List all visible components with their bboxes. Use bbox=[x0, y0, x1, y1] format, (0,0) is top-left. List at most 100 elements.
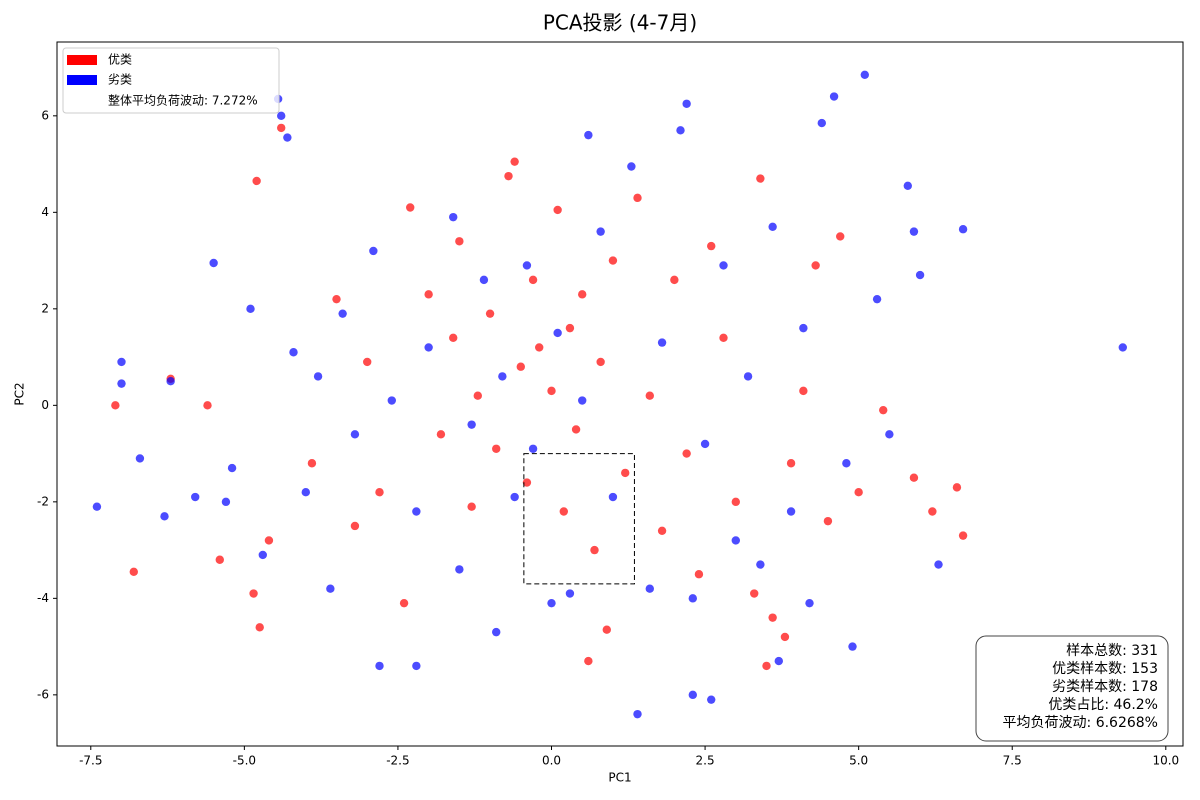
point bbox=[743, 372, 753, 381]
point bbox=[117, 379, 126, 388]
legend-note: 整体平均负荷波动: 7.272% bbox=[108, 93, 258, 108]
point bbox=[246, 304, 255, 314]
point bbox=[455, 237, 464, 246]
legend-box bbox=[62, 47, 280, 114]
point bbox=[111, 401, 120, 410]
highlight-box bbox=[523, 453, 635, 585]
point bbox=[135, 454, 145, 463]
point bbox=[209, 258, 218, 268]
point bbox=[467, 420, 476, 429]
stats-line: 劣类样本数: 178 bbox=[1052, 679, 1158, 695]
point bbox=[768, 613, 777, 622]
point bbox=[958, 531, 968, 540]
x-tick-label: 7.5 bbox=[1003, 754, 1022, 768]
point bbox=[467, 502, 476, 511]
point bbox=[117, 357, 126, 367]
point bbox=[166, 377, 175, 386]
point bbox=[399, 598, 409, 608]
point bbox=[129, 567, 138, 577]
point bbox=[249, 589, 258, 598]
point bbox=[608, 492, 618, 502]
point bbox=[928, 507, 937, 516]
point bbox=[424, 290, 433, 299]
point bbox=[522, 261, 532, 270]
x-tick-label: -2.5 bbox=[386, 754, 409, 768]
point bbox=[596, 227, 605, 236]
point bbox=[682, 99, 691, 108]
point bbox=[848, 642, 857, 651]
point bbox=[528, 275, 538, 285]
point bbox=[670, 275, 679, 285]
point bbox=[688, 594, 697, 603]
point bbox=[565, 323, 575, 333]
point bbox=[694, 570, 704, 579]
point bbox=[522, 478, 532, 487]
point bbox=[191, 492, 200, 502]
x-axis-label: PC1 bbox=[608, 771, 631, 785]
point bbox=[780, 632, 790, 642]
x-tick-label: 5.0 bbox=[849, 754, 868, 768]
point bbox=[578, 290, 587, 299]
point bbox=[842, 459, 851, 468]
point bbox=[1118, 343, 1127, 352]
legend-swatch bbox=[67, 55, 97, 65]
point bbox=[255, 623, 264, 632]
point bbox=[885, 430, 894, 439]
point bbox=[633, 709, 642, 719]
stats-line: 优类占比: 46.2% bbox=[1048, 697, 1158, 713]
x-tick-label: -5.0 bbox=[233, 754, 256, 768]
point bbox=[584, 130, 593, 140]
point bbox=[879, 405, 888, 415]
point bbox=[289, 348, 298, 357]
point bbox=[258, 550, 267, 560]
plot-frame bbox=[56, 41, 1184, 747]
point bbox=[774, 656, 783, 666]
point bbox=[952, 483, 962, 492]
y-tick-label: 6 bbox=[41, 108, 49, 122]
point bbox=[676, 126, 685, 135]
point bbox=[553, 328, 562, 338]
point bbox=[412, 661, 421, 671]
point bbox=[719, 261, 728, 270]
point bbox=[958, 225, 968, 234]
y-tick-label: -2 bbox=[37, 494, 49, 508]
point bbox=[326, 584, 335, 593]
point bbox=[363, 357, 372, 367]
point bbox=[492, 627, 501, 637]
x-tick-label: 0.0 bbox=[542, 754, 561, 768]
point bbox=[160, 512, 169, 521]
point bbox=[455, 565, 464, 574]
point bbox=[633, 193, 642, 203]
point bbox=[479, 275, 489, 285]
point bbox=[645, 584, 654, 593]
point bbox=[375, 661, 384, 671]
point bbox=[504, 171, 513, 181]
point bbox=[301, 487, 310, 497]
point bbox=[817, 118, 826, 128]
point bbox=[578, 396, 587, 405]
point bbox=[516, 362, 525, 371]
point bbox=[608, 256, 618, 265]
point bbox=[449, 212, 458, 222]
point bbox=[547, 386, 556, 396]
point bbox=[657, 338, 667, 347]
point bbox=[909, 227, 919, 236]
point bbox=[707, 241, 716, 251]
point bbox=[350, 521, 360, 531]
y-tick-label: 2 bbox=[41, 301, 49, 315]
point bbox=[350, 430, 360, 439]
stats-line: 样本总数: 331 bbox=[1066, 643, 1158, 659]
point bbox=[799, 386, 808, 396]
point bbox=[731, 536, 740, 545]
point bbox=[811, 261, 820, 270]
x-tick-label: -7.5 bbox=[79, 754, 102, 768]
x-tick-label: 2.5 bbox=[696, 754, 715, 768]
point bbox=[645, 391, 654, 400]
stats-line: 优类样本数: 153 bbox=[1052, 661, 1158, 677]
point bbox=[627, 162, 636, 171]
point bbox=[584, 656, 593, 666]
point bbox=[485, 309, 495, 318]
point bbox=[786, 459, 796, 468]
y-tick-label: -4 bbox=[37, 591, 49, 605]
